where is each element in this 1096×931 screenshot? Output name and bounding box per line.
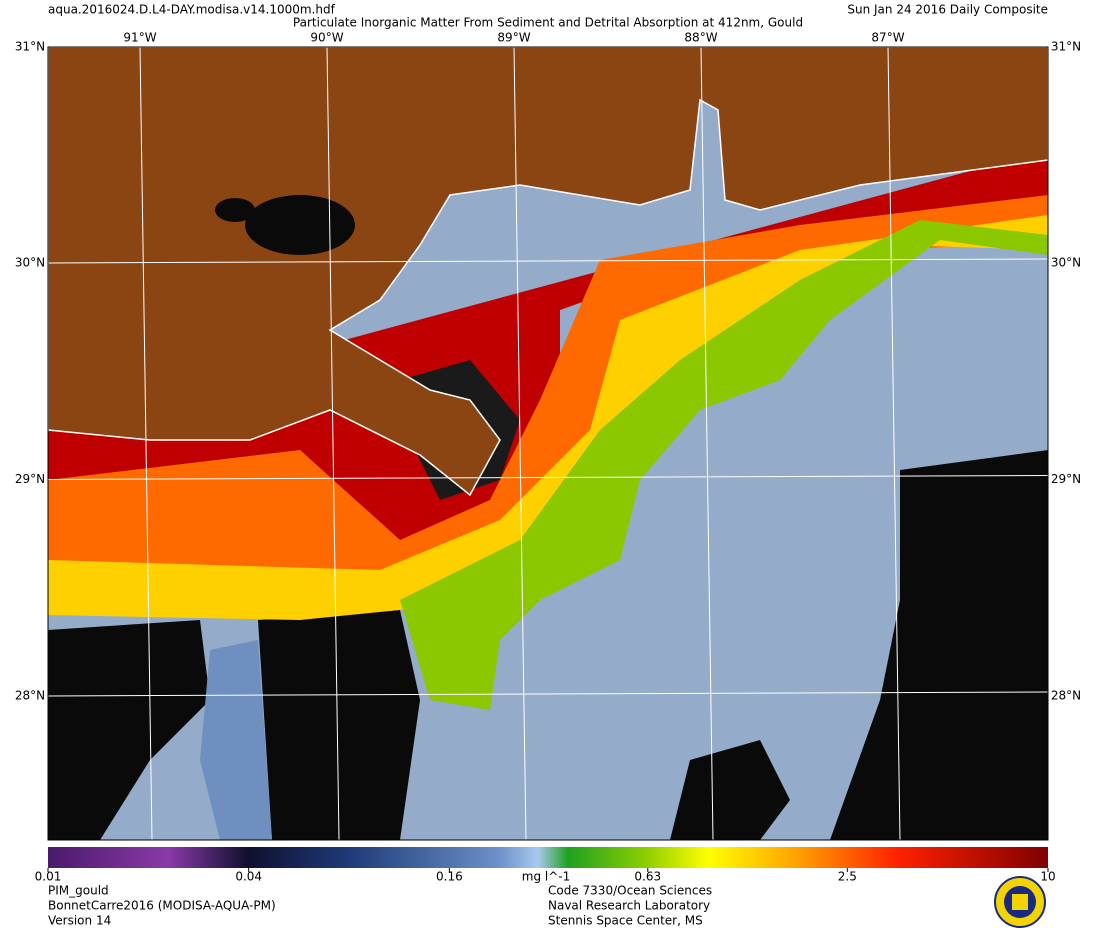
colorbar-tick-label: 0.63 xyxy=(634,870,661,884)
lon-label: 87°W xyxy=(871,31,904,45)
parallel xyxy=(48,691,1048,697)
colorbar-tick-label: 0.04 xyxy=(235,870,262,884)
lat-label: 29°N xyxy=(1051,472,1081,486)
lat-label: 28°N xyxy=(1051,689,1081,703)
colorbar-tick-label: 0.16 xyxy=(436,870,463,884)
parallel xyxy=(48,475,1048,480)
footer-left-line: BonnetCarre2016 (MODISA-AQUA-PM) xyxy=(48,899,276,913)
lat-label: 28°N xyxy=(15,689,45,703)
footer-left-line: Version 14 xyxy=(48,914,111,928)
footer-center-line: Code 7330/Ocean Sciences xyxy=(548,884,712,898)
lat-label: 29°N xyxy=(15,472,45,486)
lon-label: 91°W xyxy=(123,31,156,45)
footer: PIM_gould BonnetCarre2016 (MODISA-AQUA-P… xyxy=(48,884,712,928)
colorbar-tick-label: 10 xyxy=(1040,870,1055,884)
lat-label: 30°N xyxy=(1051,256,1081,270)
file-name: aqua.2016024.D.L4-DAY.modisa.v14.1000m.h… xyxy=(48,3,336,17)
meridian xyxy=(513,47,527,840)
colorbar-unit: mg l^-1 xyxy=(522,870,570,884)
lon-label: 88°W xyxy=(684,31,717,45)
meridian xyxy=(139,47,153,840)
map-image xyxy=(48,47,1048,840)
footer-center-line: Naval Research Laboratory xyxy=(548,899,710,913)
map-title: Particulate Inorganic Matter From Sedime… xyxy=(293,16,803,30)
colorbar-tick-label: 2.5 xyxy=(838,870,857,884)
meridian xyxy=(887,47,901,840)
meridian xyxy=(326,47,340,840)
date-label: Sun Jan 24 2016 Daily Composite xyxy=(847,3,1048,17)
colorbar-tick-label: 0.01 xyxy=(35,870,62,884)
lat-label: 30°N xyxy=(15,256,45,270)
corner-label: 31°N xyxy=(1051,40,1081,54)
corner-label: 31°N xyxy=(15,40,45,54)
graticule xyxy=(48,47,1048,840)
map-frame xyxy=(47,46,1049,841)
nrl-logo xyxy=(994,876,1046,928)
lon-label: 89°W xyxy=(497,31,530,45)
lon-label: 90°W xyxy=(310,31,343,45)
footer-left-line: PIM_gould xyxy=(48,884,109,898)
colorbar xyxy=(48,847,1048,868)
parallel xyxy=(48,258,1048,264)
footer-center-line: Stennis Space Center, MS xyxy=(548,914,703,928)
meridian xyxy=(700,47,714,840)
